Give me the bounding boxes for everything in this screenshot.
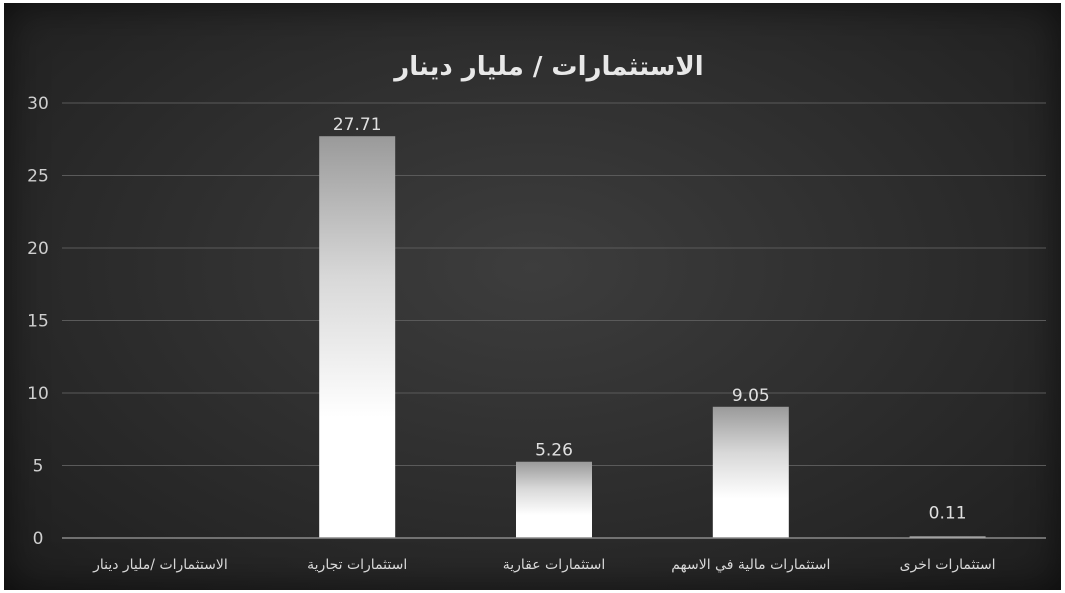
- chart-title: الاستثمارات / مليار دينار: [392, 52, 703, 82]
- y-tick-label: 10: [27, 384, 49, 404]
- x-category-label: الاستثمارات /مليار دينار: [92, 557, 228, 573]
- x-category-label: استثمارات تجارية: [307, 557, 407, 573]
- data-label: 5.26: [535, 441, 573, 461]
- y-tick-label: 0: [33, 529, 44, 549]
- data-label: 27.71: [333, 115, 382, 135]
- y-tick-label: 20: [27, 239, 49, 259]
- gridlines: [62, 102, 1046, 466]
- chart-area: الاستثمارات / مليار دينار 0 5 10 15 20 25 30 2…: [4, 3, 1061, 590]
- x-category-label: استثمارات اخرى: [900, 557, 996, 573]
- x-category-label: استثمارات مالية في الاسهم: [671, 557, 830, 573]
- data-labels: 27.71 5.26 9.05 0.11: [333, 115, 967, 523]
- y-tick-label: 25: [27, 167, 49, 187]
- bar-chart: الاستثمارات / مليار دينار 0 5 10 15 20 25 30 2…: [27, 52, 1046, 573]
- y-tick-label: 30: [27, 94, 49, 114]
- bar: [516, 461, 592, 538]
- bars: [319, 136, 986, 538]
- data-label: 0.11: [929, 503, 967, 523]
- y-axis-ticks: 0 5 10 15 20 25 30: [27, 94, 49, 549]
- data-label: 9.05: [732, 386, 770, 406]
- x-axis-categories: الاستثمارات /مليار دينار استثمارات تجارية…: [92, 557, 995, 573]
- y-tick-label: 5: [33, 457, 44, 477]
- bar: [909, 536, 986, 538]
- bar: [712, 406, 789, 538]
- bar: [319, 136, 396, 538]
- x-category-label: استثمارات عقارية: [503, 557, 606, 573]
- y-tick-label: 15: [27, 312, 49, 332]
